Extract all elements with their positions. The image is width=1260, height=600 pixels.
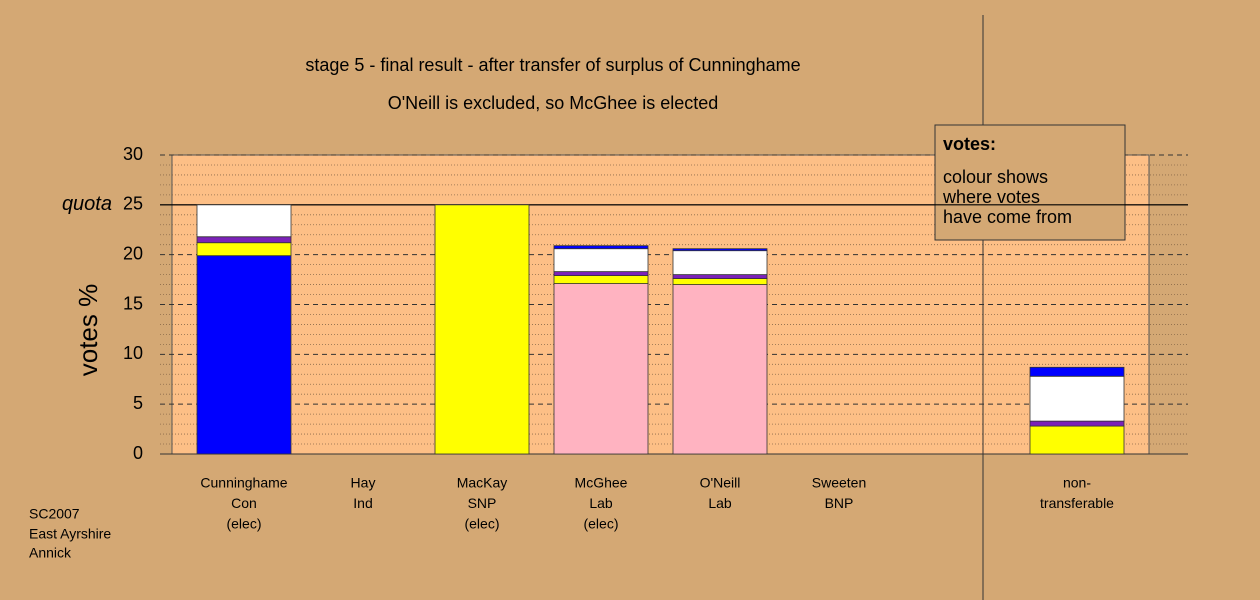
bar-segment [553, 245, 649, 250]
x-tick-label: (elec) [583, 516, 618, 532]
y-tick-label: 10 [123, 343, 143, 363]
legend-text: have come from [943, 207, 1072, 227]
x-tick-label: Hay [351, 475, 376, 491]
footnote: Annick [29, 545, 72, 561]
y-tick-label: 25 [123, 194, 143, 214]
bar-segment [196, 255, 292, 455]
bar-segment [672, 248, 768, 252]
x-tick-label: O'Neill [700, 475, 741, 491]
y-tick-label: 30 [123, 144, 143, 164]
x-tick-label: Lab [589, 495, 613, 511]
y-tick-label: 15 [123, 293, 143, 313]
x-tick-label: (elec) [226, 516, 261, 532]
bar-segment [672, 284, 768, 455]
chart-subtitle: O'Neill is excluded, so McGhee is electe… [388, 93, 719, 113]
y-axis-label: votes % [73, 284, 103, 377]
x-tick-label: Sweeten [812, 475, 866, 491]
legend-title: votes: [943, 134, 996, 154]
quota-label: quota [62, 193, 112, 215]
bar-segment [196, 242, 292, 257]
bar-segment [434, 204, 530, 455]
x-tick-label: SNP [468, 495, 497, 511]
y-tick-label: 20 [123, 243, 143, 263]
bar-segment [553, 275, 649, 284]
footnote: SC2007 [29, 506, 80, 522]
legend-text: colour shows [943, 167, 1048, 187]
bar-segment [1029, 375, 1125, 422]
footnote: East Ayrshire [29, 526, 111, 542]
bar-segment [196, 236, 292, 244]
x-tick-label: non- [1063, 475, 1091, 491]
legend-text: where votes [942, 187, 1040, 207]
bar-segment [1029, 420, 1125, 427]
bar-segment [553, 248, 649, 273]
y-tick-label: 0 [133, 443, 143, 463]
x-tick-label: McGhee [575, 475, 628, 491]
x-tick-label: Cunninghame [200, 475, 287, 491]
x-tick-label: (elec) [464, 516, 499, 532]
bar-segment [1029, 425, 1125, 455]
bar-segment [553, 271, 649, 276]
bar-segment [672, 250, 768, 275]
x-tick-label: transferable [1040, 495, 1114, 511]
x-tick-label: Ind [353, 495, 372, 511]
chart-title: stage 5 - final result - after transfer … [305, 55, 800, 75]
legend-box [934, 124, 1126, 241]
x-tick-label: BNP [825, 495, 854, 511]
bar-segment [672, 274, 768, 279]
bar-segment [553, 283, 649, 455]
bar-segment [196, 204, 292, 238]
bar-segment [1029, 366, 1125, 377]
bar-segment [672, 278, 768, 285]
x-tick-label: Lab [708, 495, 732, 511]
x-tick-label: MacKay [457, 475, 508, 491]
y-tick-label: 5 [133, 393, 143, 413]
x-tick-label: Con [231, 495, 257, 511]
